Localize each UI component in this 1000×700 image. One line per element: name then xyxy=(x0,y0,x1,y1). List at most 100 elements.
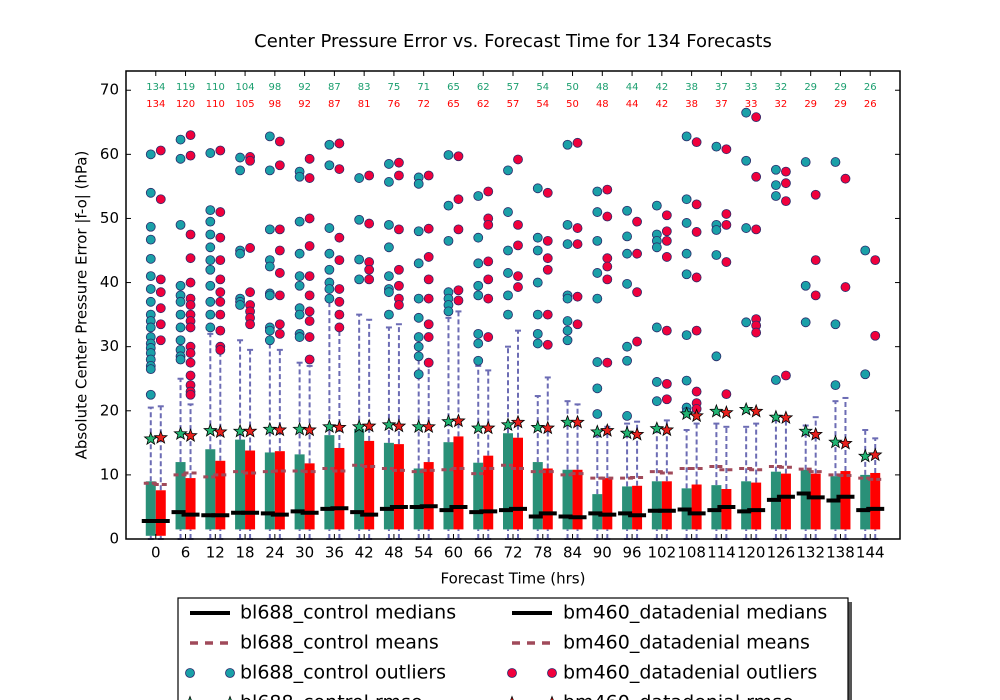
outlier xyxy=(691,227,702,237)
x-tick-label: 60 xyxy=(444,544,463,562)
outlier xyxy=(622,411,632,421)
outlier xyxy=(781,178,791,189)
x-tick-label: 78 xyxy=(533,544,552,562)
box xyxy=(800,469,811,530)
outlier xyxy=(245,243,255,253)
outlier xyxy=(602,357,613,368)
box xyxy=(810,473,821,530)
outlier xyxy=(384,159,394,169)
outlier xyxy=(443,150,454,160)
outlier xyxy=(264,165,275,176)
x-tick-label: 132 xyxy=(796,544,825,562)
outlier xyxy=(622,341,632,352)
count-label: 32 xyxy=(775,99,788,110)
outlier xyxy=(691,137,702,148)
box xyxy=(274,451,285,530)
outlier xyxy=(741,107,752,118)
legend-marker xyxy=(510,695,514,700)
rmse-star xyxy=(510,414,526,429)
outlier xyxy=(562,139,573,150)
y-tick-label: 10 xyxy=(100,465,119,483)
outlier xyxy=(264,335,275,346)
x-tick-label: 126 xyxy=(767,544,796,562)
count-label: 33 xyxy=(745,99,758,110)
outlier xyxy=(473,290,484,301)
box xyxy=(324,435,335,530)
x-tick-label: 144 xyxy=(856,544,885,562)
outlier xyxy=(503,268,513,278)
outlier xyxy=(453,295,464,306)
legend-label: bm460_datadenial means xyxy=(563,632,810,654)
x-tick-label: 72 xyxy=(503,544,522,562)
y-tick-label: 70 xyxy=(100,81,119,99)
outlier xyxy=(572,239,583,249)
outlier xyxy=(651,322,662,333)
outlier xyxy=(771,180,781,191)
outlier xyxy=(294,216,305,227)
outlier xyxy=(324,160,335,171)
outlier xyxy=(235,300,245,310)
box xyxy=(651,481,662,530)
outlier xyxy=(473,191,484,201)
outlier xyxy=(423,332,434,342)
outlier xyxy=(413,258,424,269)
outlier xyxy=(324,284,335,294)
box xyxy=(741,481,752,530)
box xyxy=(215,460,226,530)
rmse-star xyxy=(778,410,794,425)
outlier xyxy=(304,316,315,326)
outlier xyxy=(721,219,732,230)
outlier xyxy=(235,248,245,259)
outlier xyxy=(274,268,285,278)
outlier xyxy=(681,269,692,280)
x-tick-label: 36 xyxy=(325,544,344,562)
outlier xyxy=(334,232,345,243)
outlier xyxy=(324,293,335,304)
x-tick-label: 24 xyxy=(265,544,284,562)
outlier xyxy=(453,224,464,235)
legend-label: bm460_datadenial outliers xyxy=(563,662,817,684)
outlier xyxy=(423,252,434,262)
outlier xyxy=(542,309,553,320)
box xyxy=(632,485,643,530)
outlier xyxy=(394,280,404,291)
count-label: 29 xyxy=(804,82,817,93)
outlier xyxy=(453,285,464,296)
outlier xyxy=(413,178,424,189)
outlier xyxy=(274,160,285,171)
count-label: 104 xyxy=(236,82,255,93)
outlier xyxy=(443,200,454,211)
outlier xyxy=(592,293,603,304)
outlier xyxy=(592,383,603,394)
outlier xyxy=(384,219,394,230)
legend-marker xyxy=(225,668,235,678)
outlier xyxy=(542,187,553,198)
outlier xyxy=(145,187,156,198)
outlier xyxy=(145,322,156,333)
count-label: 44 xyxy=(626,82,639,93)
outlier xyxy=(691,272,702,283)
count-label: 29 xyxy=(834,99,847,110)
rmse-star xyxy=(867,447,883,462)
outlier xyxy=(592,357,603,367)
rmse-star xyxy=(738,401,754,416)
outlier xyxy=(711,250,722,260)
outlier xyxy=(264,290,275,301)
outlier xyxy=(602,261,613,272)
outlier xyxy=(751,112,762,123)
outlier xyxy=(304,332,315,342)
outlier xyxy=(294,332,305,342)
box xyxy=(453,436,464,530)
outlier xyxy=(681,330,692,341)
outlier xyxy=(483,332,494,342)
y-tick-label: 60 xyxy=(100,145,119,163)
outlier xyxy=(691,386,702,397)
outlier xyxy=(830,157,841,167)
outlier xyxy=(274,290,285,301)
outlier xyxy=(384,242,394,253)
outlier xyxy=(215,309,226,320)
outlier xyxy=(503,245,513,256)
outlier xyxy=(413,293,424,304)
box xyxy=(145,481,156,536)
outlier xyxy=(661,226,672,237)
